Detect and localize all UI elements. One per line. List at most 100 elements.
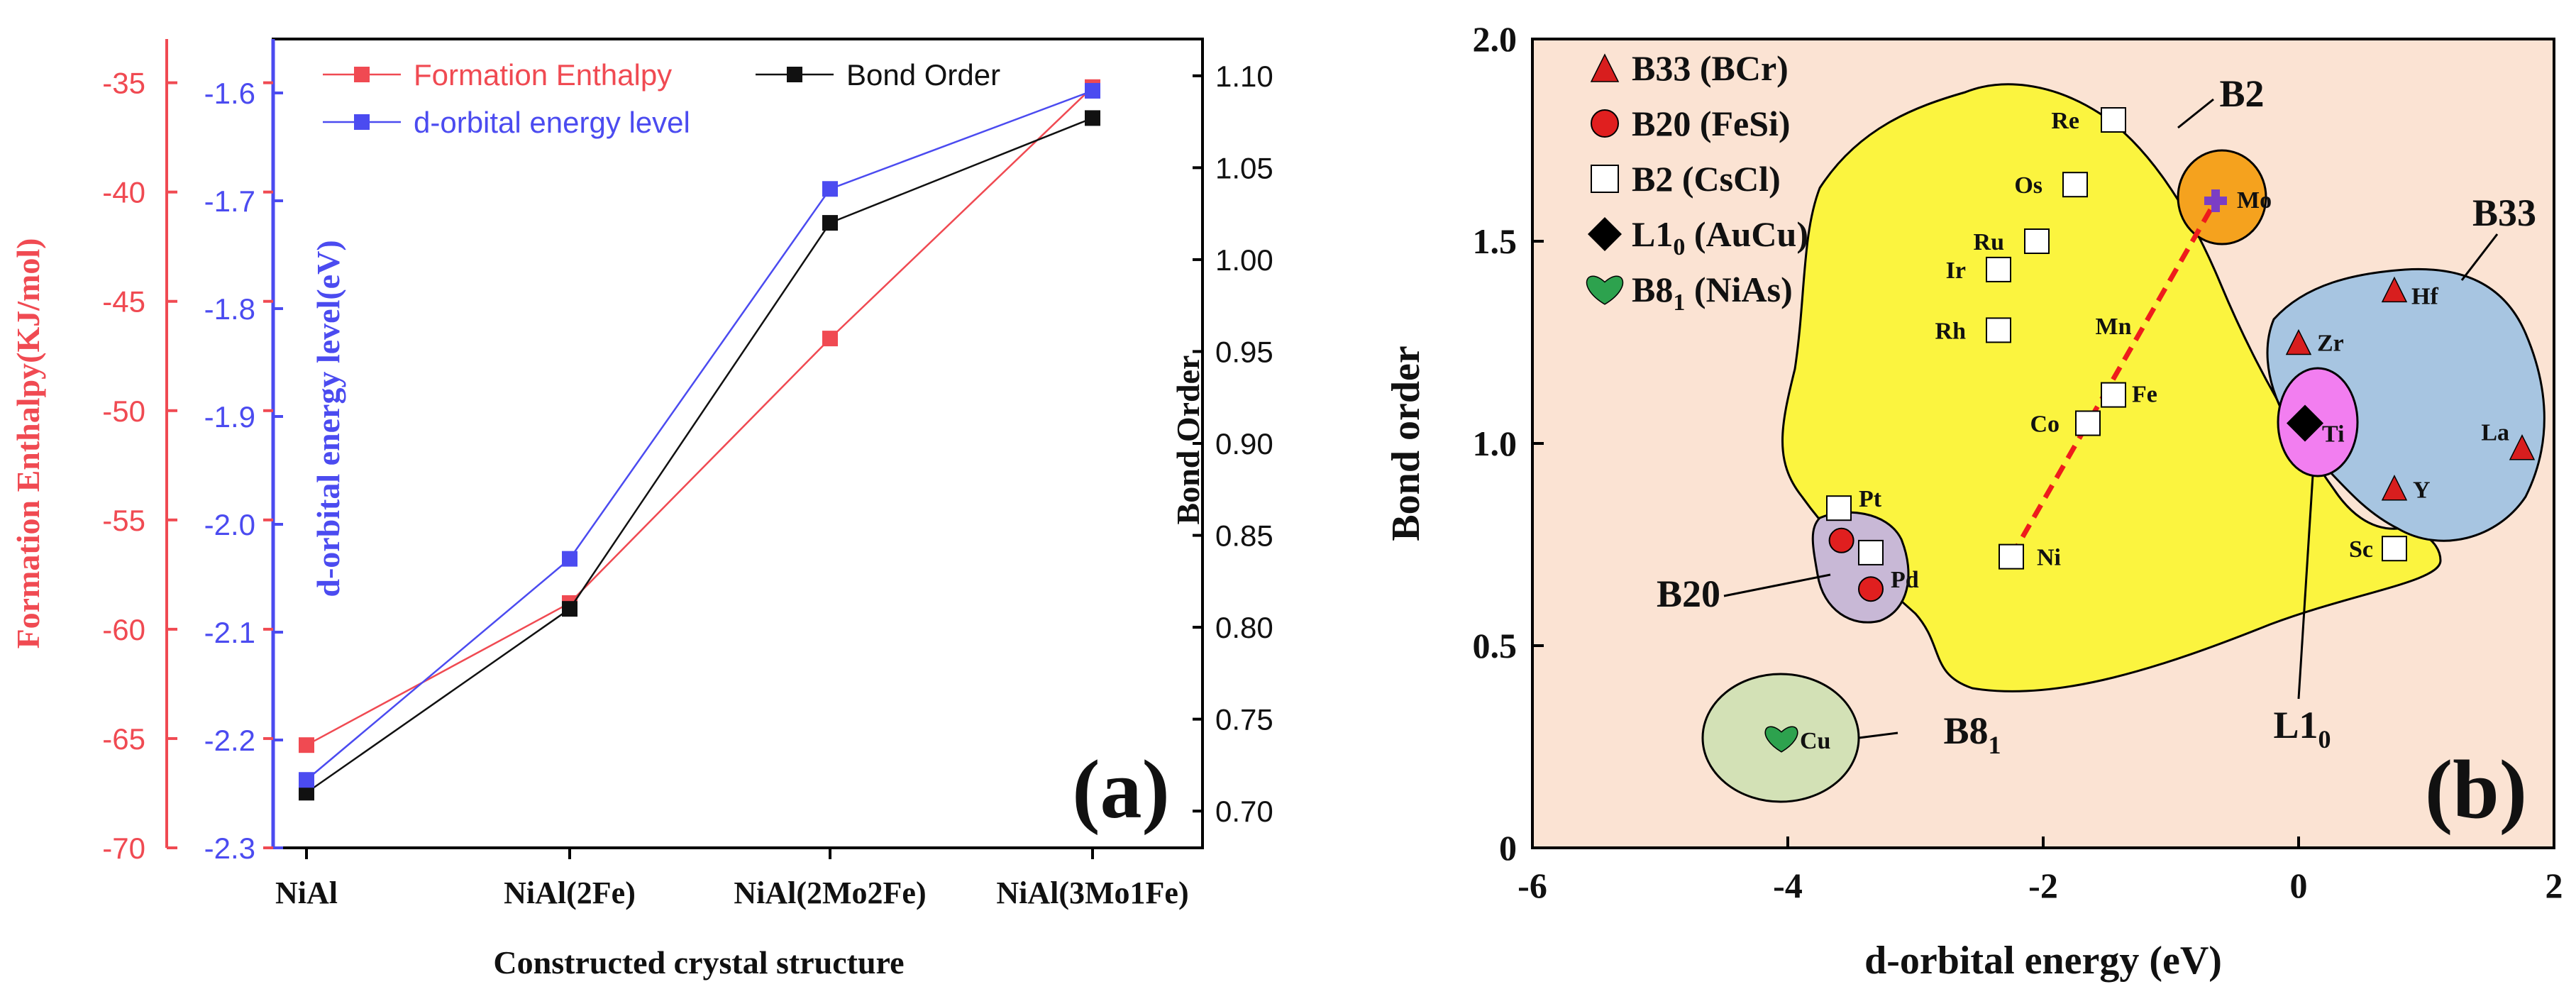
point-label: Pt [1859, 486, 1882, 512]
square-marker [1591, 165, 1619, 193]
point-label: Y [2413, 477, 2431, 504]
enthalpy-axis-label: Formation Enthalpy(KJ/mol) [10, 238, 46, 649]
legend-entry-label: B20 (FeSi) [1632, 104, 1791, 143]
legend-entry-label: L10 (AuCu) [1632, 214, 1808, 260]
heart-marker [1764, 726, 1798, 753]
bond-order-tick-label: 1.05 [1215, 151, 1273, 184]
point-label: Ir [1946, 258, 1966, 284]
square-marker [2101, 382, 2126, 408]
panel-b-y-axis-label: Bond order [1384, 346, 1428, 541]
diamond-marker [1588, 217, 1622, 251]
dorbital-tick-label: -2.1 [204, 616, 255, 649]
enthalpy-series-line [306, 86, 1093, 746]
panel-a-chart: NiAl NiAl(2Fe) NiAl(2Mo2Fe) NiAl(3Mo1Fe) -70… [10, 38, 1273, 981]
point-label: Hf [2411, 283, 2438, 309]
panel-b-y-tick-label: 1.0 [1473, 424, 1518, 463]
enthalpy-tick-label: -60 [102, 613, 145, 646]
bond-order-tick-label: 0.80 [1215, 611, 1273, 644]
point-label: Re [2051, 108, 2079, 134]
triangle-marker [2509, 434, 2536, 460]
b2-leader-line [2177, 98, 2214, 129]
panel-a-x-tick-label: NiAl [275, 876, 338, 910]
b81-leader-line [1858, 731, 1898, 739]
dorbital-point [1085, 82, 1100, 99]
panel-b-x-tick-label: -2 [2028, 866, 2058, 905]
circle-marker [1828, 527, 1854, 553]
enthalpy-tick-label: -45 [102, 285, 145, 319]
panel-b-x-tick-label: 0 [2290, 866, 2308, 905]
point-label: Mn [2096, 314, 2132, 340]
panel-b-x-tick-label: -6 [1518, 866, 1547, 905]
panel-b-x-tick-label: -4 [1773, 866, 1803, 905]
dorbital-tick-label: -2.2 [204, 724, 255, 757]
bond-order-tick-label: 1.10 [1215, 60, 1273, 93]
bond-order-tick-label: 0.95 [1215, 335, 1273, 368]
legend-entry-label: B81 (NiAs) [1632, 270, 1793, 316]
circle-marker [1591, 109, 1619, 138]
legend-entry-label: B33 (BCr) [1632, 48, 1789, 88]
region-label: B33 [2472, 192, 2536, 234]
dorbital-tick-label: -2.3 [204, 832, 255, 865]
dorbital-axis-label: d-orbital energy level(eV) [310, 240, 346, 597]
legend-entry-label: d-orbital energy level [414, 106, 690, 139]
square-marker [2024, 228, 2050, 254]
square-marker [2382, 536, 2407, 562]
panel-a-x-tick-label: NiAl(3Mo1Fe) [996, 876, 1188, 910]
point-label: Ru [1974, 229, 2004, 255]
region-label: B20 [1657, 573, 1720, 615]
bond-order-point [562, 601, 577, 617]
panel-b-x-tick-label: 2 [2545, 866, 2563, 905]
l10-leader-line [2297, 475, 2314, 700]
enthalpy-tick-label: -65 [102, 722, 145, 756]
enthalpy-point [822, 331, 838, 347]
dorbital-point [822, 181, 838, 197]
panel-b-y-tick-label: 1.5 [1473, 221, 1518, 261]
ni-mo-dashed-line [2008, 199, 2218, 558]
dorbital-series-line [306, 89, 1093, 781]
dorbital-point [299, 772, 314, 788]
legend-swatch-marker [354, 67, 370, 82]
dorbital-tick-label: -1.6 [204, 77, 255, 110]
square-marker [2101, 107, 2126, 133]
bond-order-tick-label: 0.90 [1215, 427, 1273, 460]
square-marker [1826, 495, 1852, 521]
bond-order-tick-label: 0.75 [1215, 703, 1273, 736]
bond-order-point [822, 215, 838, 231]
square-marker [1986, 256, 2011, 282]
bond-order-point [299, 785, 314, 801]
panel-a-plot-frame [272, 38, 1204, 849]
heart-marker [1586, 275, 1624, 305]
triangle-marker [2381, 475, 2408, 501]
enthalpy-tick-label: -50 [102, 394, 145, 428]
square-marker [2075, 410, 2101, 436]
square-marker [1999, 543, 2024, 570]
circle-marker [1858, 576, 1884, 602]
dorbital-tick-label: -1.8 [204, 292, 255, 326]
panel-a-label: (a) [1072, 743, 1170, 836]
enthalpy-point [299, 737, 314, 753]
point-label: Os [2014, 172, 2042, 199]
dorbital-tick-label: -1.9 [204, 400, 255, 434]
panel-b-legend: B33 (BCr) B20 (FeSi) B2 (CsCl) L10 (AuCu) B8… [1586, 48, 1808, 316]
panel-a-legend: Formation Enthalpy Bond Order d-orbital en… [323, 58, 1000, 139]
point-label: Fe [2132, 382, 2157, 408]
b33-leader-line [2460, 233, 2499, 281]
dorbital-tick-label: -1.7 [204, 184, 255, 218]
enthalpy-tick-label: -55 [102, 504, 145, 537]
bond-order-tick-label: 0.70 [1215, 795, 1273, 828]
panel-a-x-tick-label: NiAl(2Fe) [504, 876, 636, 910]
bond-order-axis-label: Bond Order [1170, 355, 1206, 525]
panel-b-y-tick-label: 2.0 [1473, 19, 1518, 59]
panel-b-y-tick-label: 0.5 [1473, 626, 1518, 666]
triangle-marker [2285, 328, 2312, 355]
panel-b-x-axis-label: d-orbital energy (eV) [1864, 939, 2222, 983]
legend-entry-label: B2 (CsCl) [1632, 159, 1781, 199]
triangle-marker [1590, 53, 1620, 82]
enthalpy-tick-label: -40 [102, 176, 145, 209]
cross-marker [2204, 189, 2227, 212]
panel-a-x-tick-label: NiAl(2Mo2Fe) [734, 876, 926, 910]
region-label: B2 [2219, 72, 2264, 115]
enthalpy-tick-label: -70 [102, 832, 145, 865]
legend-entry-label: Formation Enthalpy [414, 58, 672, 92]
